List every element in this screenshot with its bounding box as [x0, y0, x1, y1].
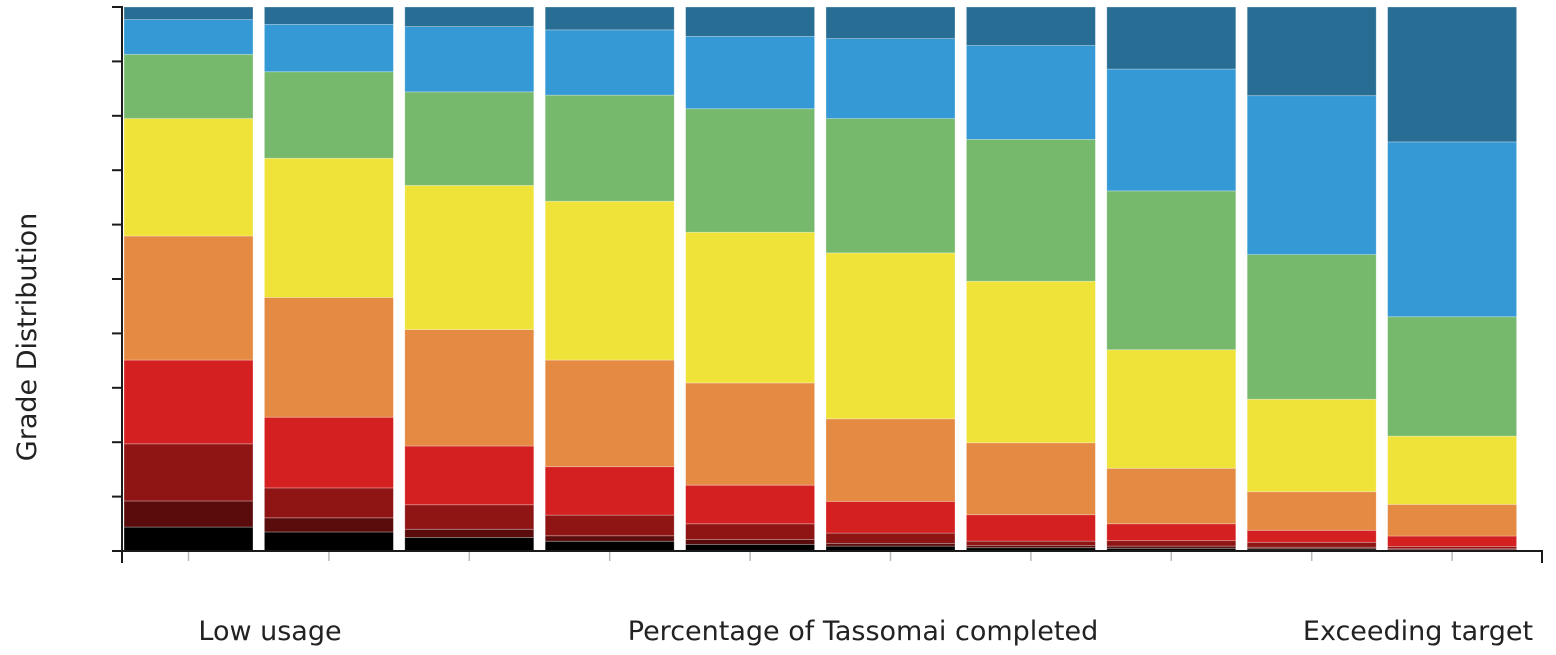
bar-segment-6-band-6: [825, 252, 956, 420]
bar-segment-7-band-9: [966, 6, 1096, 46]
x-axis-right-label: Exceeding target: [1303, 616, 1533, 647]
bar-segment-1-band-1: [123, 526, 254, 552]
bar-segment-6-band-7: [825, 118, 956, 254]
bar-segment-1-band-7: [123, 53, 254, 119]
bar-segment-6-band-9: [825, 6, 956, 39]
bar-segment-9-band-7: [1246, 254, 1377, 400]
bar-segment-10-band-4: [1387, 535, 1517, 547]
bar-segment-8-band-7: [1106, 190, 1237, 351]
bar-segment-10-band-7: [1387, 316, 1517, 437]
bar-segment-10-band-2: [1387, 548, 1517, 551]
bar-segment-10-band-8: [1387, 141, 1517, 318]
x-axis-title: Percentage of Tassomai completed: [628, 616, 1098, 647]
bar-segment-7-band-7: [966, 139, 1096, 282]
bar-segment-3-band-1: [404, 537, 535, 552]
bar-segment-1-band-5: [123, 235, 254, 361]
bar-segment-9-band-9: [1246, 6, 1377, 97]
bar-segment-8-band-4: [1106, 523, 1237, 542]
bar-segment-7-band-5: [966, 442, 1096, 516]
bar-segment-1-band-4: [123, 359, 254, 445]
bar-segment-9-band-4: [1246, 529, 1377, 543]
bar-segment-1-band-9: [123, 6, 254, 20]
bar-segment-9-band-6: [1246, 398, 1377, 493]
bar-segment-4-band-9: [544, 6, 675, 31]
bar-segment-1-band-2: [123, 500, 254, 528]
bar-segment-3-band-9: [404, 6, 535, 27]
bar-segment-7-band-8: [966, 45, 1096, 140]
bar-segment-2-band-5: [263, 297, 394, 418]
bar-segment-5-band-2: [685, 539, 815, 545]
bar-segment-1-band-3: [123, 443, 254, 502]
bar-segment-2-band-7: [263, 71, 394, 159]
bar-segment-8-band-5: [1106, 467, 1237, 525]
bar-segment-5-band-7: [685, 108, 815, 233]
ticks-layer: [112, 6, 1453, 561]
bar-segment-5-band-8: [685, 35, 815, 110]
bar-segment-9-band-8: [1246, 95, 1377, 255]
bar-segment-7-band-4: [966, 514, 1096, 542]
bar-segment-2-band-3: [263, 487, 394, 519]
bar-segment-3-band-6: [404, 185, 535, 330]
bar-segment-8-band-9: [1106, 6, 1237, 70]
bar-segment-6-band-3: [825, 532, 956, 544]
bar-segment-4-band-6: [544, 200, 675, 361]
bar-segment-1-band-6: [123, 118, 254, 237]
bar-segment-4-band-8: [544, 29, 675, 96]
bar-segment-3-band-2: [404, 528, 535, 538]
bar-segment-3-band-5: [404, 329, 535, 447]
bar-segment-2-band-2: [263, 517, 394, 533]
bar-segment-6-band-8: [825, 38, 956, 119]
bar-segment-2-band-8: [263, 24, 394, 73]
bar-segment-5-band-3: [685, 523, 815, 540]
bar-segment-3-band-4: [404, 445, 535, 506]
bar-segment-4-band-3: [544, 514, 675, 537]
bar-segment-2-band-1: [263, 531, 394, 552]
bar-segment-5-band-4: [685, 484, 815, 525]
bar-segment-3-band-8: [404, 26, 535, 93]
bar-segment-2-band-9: [263, 6, 394, 25]
bar-segment-7-band-3: [966, 540, 1096, 546]
bar-segment-8-band-8: [1106, 68, 1237, 192]
bars-layer: [123, 6, 1517, 552]
bar-segment-3-band-7: [404, 91, 535, 186]
bar-segment-7-band-6: [966, 280, 1096, 444]
bar-segment-4-band-4: [544, 466, 675, 516]
bar-segment-6-band-5: [825, 418, 956, 502]
bar-segment-2-band-4: [263, 416, 394, 489]
bar-segment-3-band-3: [404, 504, 535, 530]
bar-segment-4-band-2: [544, 535, 675, 542]
axes-layer: [121, 7, 1543, 563]
bar-segment-4-band-7: [544, 94, 675, 202]
bar-segment-4-band-1: [544, 540, 675, 552]
bar-segment-1-band-8: [123, 19, 254, 55]
bar-segment-9-band-3: [1246, 541, 1377, 548]
bar-segment-8-band-3: [1106, 540, 1237, 547]
y-axis-label: Grade Distribution: [12, 213, 43, 461]
bar-segment-10-band-9: [1387, 6, 1517, 143]
bar-segment-5-band-6: [685, 231, 815, 384]
bar-segment-5-band-9: [685, 6, 815, 37]
bar-segment-4-band-5: [544, 359, 675, 468]
bar-segment-5-band-5: [685, 382, 815, 486]
bar-segment-10-band-6: [1387, 435, 1517, 505]
bar-segment-6-band-4: [825, 501, 956, 534]
bar-segment-8-band-6: [1106, 349, 1237, 469]
x-axis-left-label: Low usage: [198, 616, 341, 647]
bar-segment-2-band-6: [263, 157, 394, 298]
bar-segment-10-band-5: [1387, 503, 1517, 537]
bar-segment-9-band-5: [1246, 491, 1377, 531]
